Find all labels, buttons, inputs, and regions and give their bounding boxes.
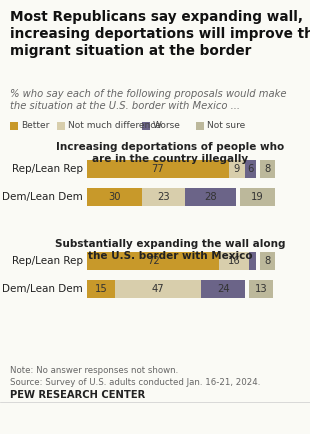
Text: Not much difference: Not much difference <box>68 122 161 131</box>
Text: 23: 23 <box>157 192 170 202</box>
Text: 77: 77 <box>152 164 164 174</box>
Bar <box>87 188 142 206</box>
Text: Note: No answer responses not shown.
Source: Survey of U.S. adults conducted Jan: Note: No answer responses not shown. Sou… <box>10 366 260 387</box>
Bar <box>10 122 18 130</box>
Text: Better: Better <box>21 122 49 131</box>
Text: 9: 9 <box>234 164 240 174</box>
Bar <box>184 188 236 206</box>
Text: Most Republicans say expanding wall,
increasing deportations will improve the
mi: Most Republicans say expanding wall, inc… <box>10 10 310 57</box>
Bar <box>142 122 150 130</box>
Text: Dem/Lean Dem: Dem/Lean Dem <box>2 192 83 202</box>
Text: % who say each of the following proposals would make
the situation at the U.S. b: % who say each of the following proposal… <box>10 89 286 112</box>
Text: 15: 15 <box>95 284 107 294</box>
Text: 19: 19 <box>251 192 264 202</box>
Bar <box>249 252 256 270</box>
Text: 13: 13 <box>255 284 268 294</box>
Text: 24: 24 <box>217 284 229 294</box>
Text: PEW RESEARCH CENTER: PEW RESEARCH CENTER <box>10 390 145 400</box>
Text: 72: 72 <box>147 256 160 266</box>
Text: 47: 47 <box>152 284 164 294</box>
Text: 8: 8 <box>264 164 271 174</box>
Bar <box>115 280 201 298</box>
Bar <box>142 188 184 206</box>
Text: 16: 16 <box>228 256 241 266</box>
Text: Increasing deportations of people who
are in the country illegally: Increasing deportations of people who ar… <box>56 142 284 164</box>
Bar <box>57 122 65 130</box>
Text: 6: 6 <box>248 164 254 174</box>
Bar <box>87 280 115 298</box>
Text: 28: 28 <box>204 192 217 202</box>
Bar <box>87 252 219 270</box>
Text: 30: 30 <box>108 192 121 202</box>
Bar <box>260 252 275 270</box>
Text: Worse: Worse <box>153 122 181 131</box>
Bar <box>260 160 275 178</box>
Bar <box>87 160 229 178</box>
Bar <box>240 188 275 206</box>
Text: Dem/Lean Dem: Dem/Lean Dem <box>2 284 83 294</box>
Text: Not sure: Not sure <box>207 122 245 131</box>
Text: Rep/Lean Rep: Rep/Lean Rep <box>12 256 83 266</box>
Bar <box>201 280 245 298</box>
Bar <box>229 160 245 178</box>
Bar <box>219 252 249 270</box>
Text: Substantially expanding the wall along
the U.S. border with Mexico: Substantially expanding the wall along t… <box>55 239 285 261</box>
Bar <box>249 280 273 298</box>
Text: Rep/Lean Rep: Rep/Lean Rep <box>12 164 83 174</box>
Bar <box>196 122 204 130</box>
Bar <box>245 160 256 178</box>
Text: 8: 8 <box>264 256 271 266</box>
